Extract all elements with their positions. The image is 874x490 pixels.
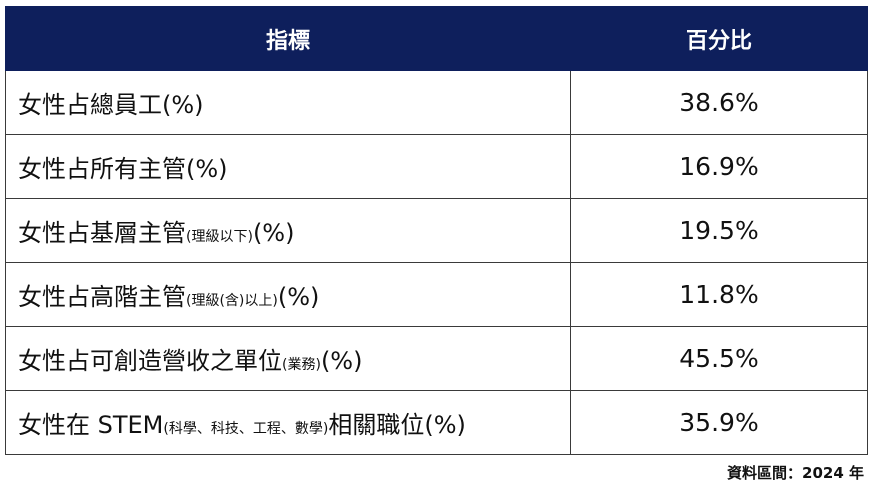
row-label-cell: 女性占高階主管(理級(含)以上)(%) [5,262,571,327]
table-row: 女性占總員工(%) 38.6% [5,70,868,135]
table-row: 女性占高階主管(理級(含)以上)(%) 11.8% [5,262,868,327]
row-label: 女性占可創造營收之單位 [18,347,282,375]
header-percentage: 百分比 [570,6,868,71]
indicator-table: 指標 百分比 女性占總員工(%) 38.6% 女性占所有主管(%) 16.9% … [5,6,868,455]
table-row: 女性占可創造營收之單位(業務)(%) 45.5% [5,326,868,391]
row-note: (業務) [282,357,321,373]
row-value: 38.6% [570,70,868,135]
row-label-cell: 女性占可創造營收之單位(業務)(%) [5,326,571,391]
row-note: (科學、科技、工程、數學) [163,421,329,437]
table-row: 女性占所有主管(%) 16.9% [5,134,868,199]
row-label-cell: 女性占所有主管(%) [5,134,571,199]
row-label: 女性占所有主管 [18,155,186,183]
row-value: 16.9% [570,134,868,199]
row-value: 35.9% [570,390,868,455]
row-label-cell: 女性在 STEM(科學、科技、工程、數學)相關職位(%) [5,390,571,455]
row-suffix: (%) [277,283,320,311]
row-suffix: (%) [320,347,363,375]
row-suffix: (%) [186,155,228,183]
row-label: 女性在 STEM [18,411,164,439]
row-label: 女性占總員工 [18,91,162,119]
header-indicator: 指標 [5,6,571,71]
row-suffix: (%) [252,219,295,247]
row-label-cell: 女性占基層主管(理級以下)(%) [5,198,571,263]
row-value: 19.5% [570,198,868,263]
row-note: (理級(含)以上) [186,293,278,309]
row-note: (理級以下) [186,229,253,245]
row-suffix: (%) [162,91,204,119]
table-row: 女性在 STEM(科學、科技、工程、數學)相關職位(%) 35.9% [5,390,868,455]
table-row: 女性占基層主管(理級以下)(%) 19.5% [5,198,868,263]
table-header-row: 指標 百分比 [5,6,868,71]
data-period-note: 資料區間：2024 年 [727,464,864,482]
row-label: 女性占基層主管 [18,219,186,247]
row-label: 女性占高階主管 [18,283,186,311]
row-value: 11.8% [570,262,868,327]
row-suffix: 相關職位(%) [328,411,466,439]
row-value: 45.5% [570,326,868,391]
row-label-cell: 女性占總員工(%) [5,70,571,135]
